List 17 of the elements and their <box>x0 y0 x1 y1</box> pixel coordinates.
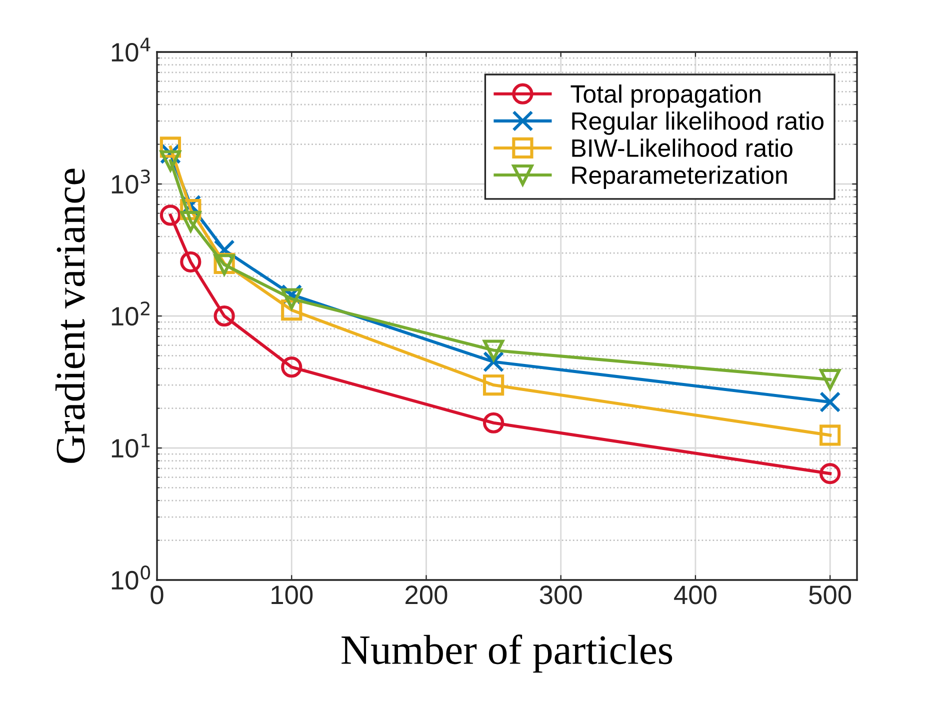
x-tick-label: 300 <box>540 586 582 604</box>
x-axis-title: Number of particles <box>342 634 672 673</box>
legend-label: Reparameterization <box>572 166 787 189</box>
legend-label: BIW-Likelihood ratio <box>572 138 792 157</box>
x-tick-label: 400 <box>674 586 716 604</box>
legend-label: Total propagation <box>570 84 760 108</box>
x-tick-label: 200 <box>406 586 448 604</box>
x-tick-label: 0 <box>150 586 164 604</box>
y-tick-label: 10$^{2}$ <box>112 302 150 326</box>
y-tick-label: 10$^{1}$ <box>112 434 150 458</box>
y-tick-label: 10$^{3}$ <box>112 170 150 194</box>
x-tick-label: 500 <box>809 586 852 604</box>
legend-label: Regular likelihood ratio <box>572 112 824 135</box>
y-tick-label: 10$^{4}$ <box>112 38 150 62</box>
y-tick-label: 10$^{0}$ <box>112 566 150 590</box>
x-tick-label: 100 <box>272 586 313 604</box>
y-axis-title: Gradient variance <box>55 168 85 463</box>
